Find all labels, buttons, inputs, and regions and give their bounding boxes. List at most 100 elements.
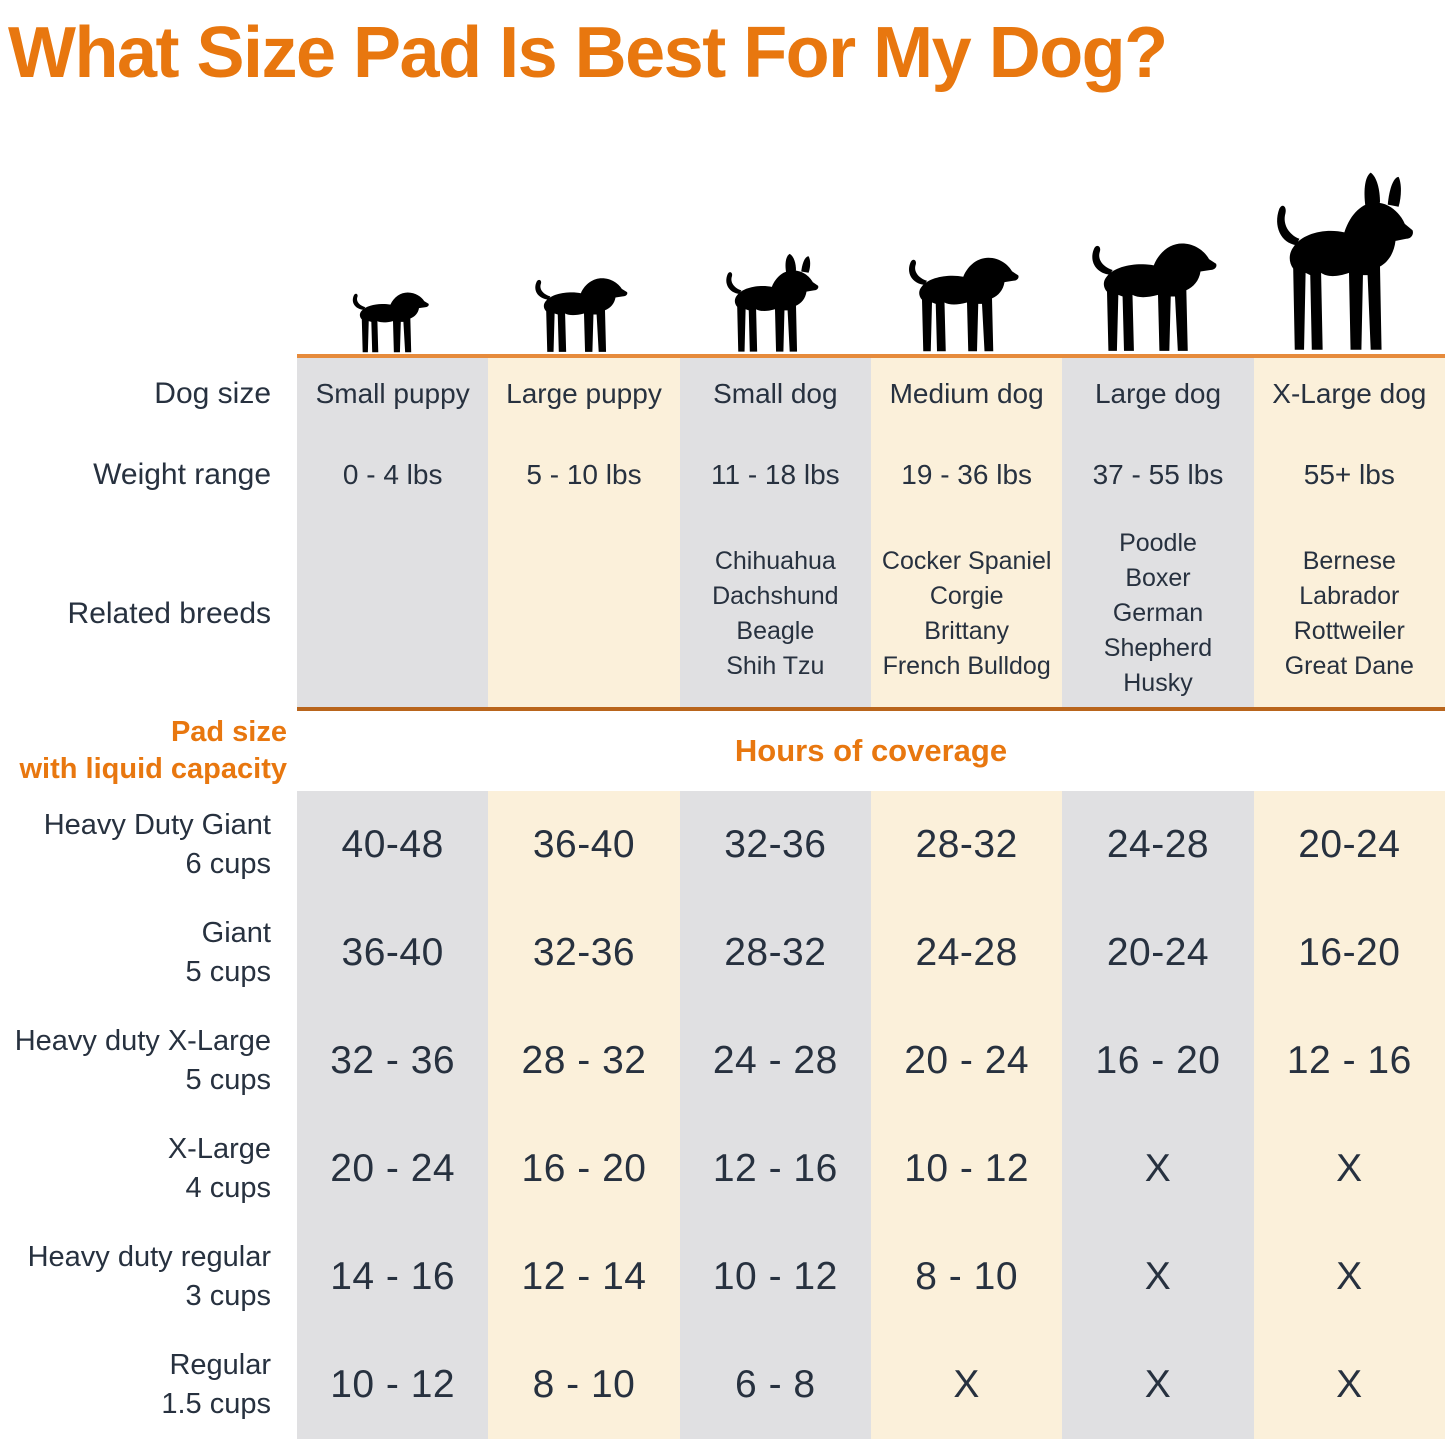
pad-capacity: 3 cups — [185, 1280, 271, 1312]
row-label-dog-size: Dog size — [0, 358, 297, 430]
hours-value: 28-32 — [679, 899, 871, 1007]
hours-value: 28 - 32 — [488, 1007, 680, 1115]
weight-range-value: 19 - 36 lbs — [870, 430, 1063, 520]
dog-size-header: Small puppy — [297, 358, 489, 430]
hours-value: 32 - 36 — [297, 1007, 489, 1115]
related-breeds-list — [488, 520, 680, 707]
small-puppy-dog-icon — [352, 292, 429, 353]
weight-range-value: 11 - 18 lbs — [679, 430, 871, 520]
hours-value: 40-48 — [297, 791, 489, 899]
dog-baseline — [297, 100, 1445, 358]
pad-capacity: 6 cups — [185, 848, 271, 880]
hours-value: 36-40 — [297, 899, 489, 1007]
hours-value: X — [1062, 1331, 1254, 1439]
hours-value: 32-36 — [679, 791, 871, 899]
dog-illustrations-row — [0, 100, 1445, 358]
hours-value: 24-28 — [870, 899, 1063, 1007]
hours-value: 16-20 — [1253, 899, 1445, 1007]
hours-of-coverage-band: Pad size with liquid capacity Hours of c… — [0, 711, 1445, 791]
pad-row-label: X-Large 4 cups — [0, 1115, 297, 1223]
pad-size-label-line2: with liquid capacity — [19, 753, 288, 785]
weight-range-value: 37 - 55 lbs — [1062, 430, 1254, 520]
dog-cell-small-dog — [680, 248, 871, 354]
breed-name: Poodle — [1119, 529, 1197, 557]
related-breeds-list: Bernese Labrador Rottweiler Great Dane — [1253, 520, 1445, 707]
pad-size-label-line1: Pad size — [170, 716, 287, 748]
hours-value: X — [1253, 1223, 1445, 1331]
breed-name: German Shepherd — [1103, 599, 1213, 662]
dog-info-table: Dog size Small puppy Large puppy Small d… — [0, 358, 1445, 707]
dog-size-header: X-Large dog — [1253, 358, 1445, 430]
breed-name: Brittany — [924, 616, 1010, 645]
breed-name: Corgie — [929, 581, 1004, 610]
dog-cell-medium-dog — [871, 232, 1062, 354]
breed-name: Husky — [1123, 669, 1193, 697]
hours-of-coverage-table: Heavy Duty Giant 6 cups 40-48 36-40 32-3… — [0, 791, 1445, 1439]
dog-cell-small-puppy — [297, 276, 488, 354]
pad-name: Giant — [201, 917, 271, 949]
hours-value: 8 - 10 — [870, 1223, 1063, 1331]
weight-range-value: 0 - 4 lbs — [297, 430, 489, 520]
hours-value: 10 - 12 — [870, 1115, 1063, 1223]
breed-name: Rottweiler — [1293, 616, 1405, 645]
pad-capacity: 1.5 cups — [161, 1388, 271, 1420]
hours-value: 16 - 20 — [488, 1115, 680, 1223]
breed-name: Beagle — [736, 616, 815, 645]
pad-name: Regular — [169, 1349, 271, 1381]
pad-row-label: Heavy duty regular 3 cups — [0, 1223, 297, 1331]
hours-value: 10 - 12 — [679, 1223, 871, 1331]
hours-value: 6 - 8 — [679, 1331, 871, 1439]
breed-name: Cocker Spaniel — [881, 546, 1052, 575]
dog-size-header: Large dog — [1062, 358, 1254, 430]
pad-name: Heavy Duty Giant — [43, 809, 271, 841]
breed-name: Dachshund — [712, 581, 839, 610]
dog-size-header: Large puppy — [488, 358, 680, 430]
pad-row-label: Heavy duty X-Large 5 cups — [0, 1007, 297, 1115]
breed-name: Great Dane — [1284, 651, 1414, 680]
dog-cell-large-dog — [1062, 214, 1253, 354]
hours-value: X — [1062, 1115, 1254, 1223]
row-label-weight-range: Weight range — [0, 430, 297, 520]
hours-value: 28-32 — [870, 791, 1063, 899]
pad-row-label: Heavy Duty Giant 6 cups — [0, 791, 297, 899]
pad-name: Heavy duty regular — [27, 1241, 271, 1273]
related-breeds-list: Cocker Spaniel Corgie Brittany French Bulld… — [870, 520, 1063, 707]
large-dog-icon — [1092, 243, 1217, 351]
related-breeds-list — [297, 520, 489, 707]
x-large-dog-icon — [1277, 172, 1414, 350]
related-breeds-list: Poodle Boxer German Shepherd Husky — [1062, 520, 1254, 707]
hours-value: 36-40 — [488, 791, 680, 899]
small-dog-icon — [726, 253, 819, 352]
pad-capacity: 4 cups — [185, 1172, 271, 1204]
hours-value: 12 - 16 — [1253, 1007, 1445, 1115]
large-puppy-dog-icon — [535, 278, 628, 352]
medium-dog-icon — [908, 257, 1019, 352]
pad-row-label: Regular 1.5 cups — [0, 1331, 297, 1439]
hours-value: X — [1253, 1331, 1445, 1439]
breed-name: Boxer — [1125, 564, 1191, 592]
hours-value: 20 - 24 — [870, 1007, 1063, 1115]
hours-value: 14 - 16 — [297, 1223, 489, 1331]
hours-value: 20-24 — [1253, 791, 1445, 899]
breed-name: Labrador — [1299, 581, 1400, 610]
row-label-related-breeds: Related breeds — [0, 520, 297, 707]
hours-value: 20-24 — [1062, 899, 1254, 1007]
pad-size-with-liquid-capacity-label: Pad size with liquid capacity — [0, 711, 297, 791]
hours-value: 32-36 — [488, 899, 680, 1007]
breed-name: Bernese — [1302, 546, 1396, 575]
weight-range-value: 55+ lbs — [1253, 430, 1445, 520]
dog-size-header: Small dog — [679, 358, 871, 430]
hours-value: 24-28 — [1062, 791, 1254, 899]
dog-cell-x-large-dog — [1254, 162, 1445, 354]
hours-value: 12 - 16 — [679, 1115, 871, 1223]
dog-size-header: Medium dog — [870, 358, 1063, 430]
section-divider — [297, 707, 1445, 711]
hours-value: X — [1253, 1115, 1445, 1223]
pad-name: X-Large — [167, 1133, 271, 1165]
pad-name: Heavy duty X-Large — [14, 1025, 271, 1057]
hours-value: 12 - 14 — [488, 1223, 680, 1331]
hours-value: X — [1062, 1223, 1254, 1331]
hours-value: 10 - 12 — [297, 1331, 489, 1439]
pad-capacity: 5 cups — [185, 956, 271, 988]
